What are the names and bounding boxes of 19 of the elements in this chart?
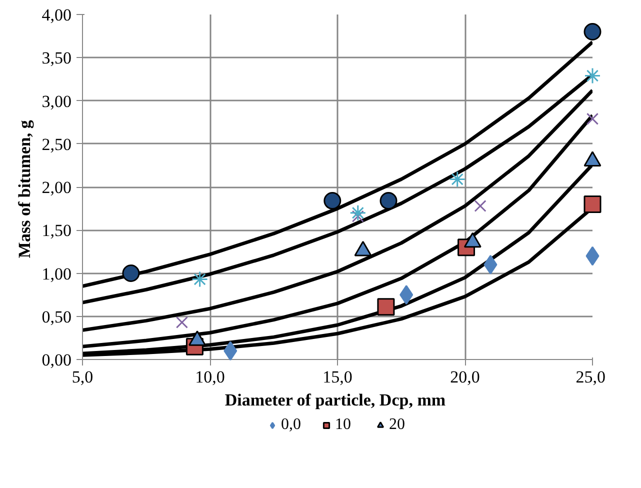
x-tick-label: 5,0	[72, 368, 94, 386]
x-axis-title: Diameter of particle, Dcp, mm	[224, 390, 446, 410]
x-tick-label: 10,0	[195, 368, 225, 386]
y-tick-label: 1,00	[42, 264, 72, 284]
y-tick-label: 3,50	[42, 48, 72, 68]
x-tick-label: 15,0	[322, 368, 352, 386]
x-tick-label: 20,0	[450, 368, 480, 386]
y-axis-title: Mass of bitumen, g	[14, 120, 34, 258]
y-tick-label: 1,50	[42, 221, 72, 240]
legend-label: 20	[389, 416, 406, 434]
y-tick-label: 3,00	[42, 92, 72, 111]
y-tick-label: 0,00	[42, 350, 72, 370]
y-tick-label: 0,50	[42, 307, 72, 326]
y-tick-label: 2,00	[42, 178, 72, 197]
legend-label: 0,0	[281, 416, 301, 434]
y-tick-label: 4,00	[42, 6, 72, 24]
y-tick-label: 2,50	[42, 134, 72, 154]
x-tick-label: 25,0	[576, 368, 606, 386]
legend-label: 10	[335, 416, 352, 434]
